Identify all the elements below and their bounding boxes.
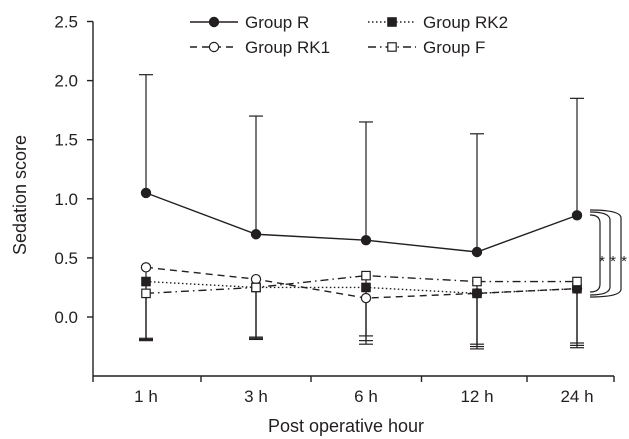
legend-label: Group R — [245, 13, 309, 32]
y-tick-label: 2.5 — [54, 13, 78, 32]
legend: Group R Group RK1 Group RK2 Group F — [190, 13, 508, 57]
series-line — [145, 274, 577, 295]
data-point — [361, 282, 371, 293]
y-ticks: 2.5 2.0 1.5 1.0 0.5 0.0 — [54, 13, 93, 327]
significance-bracket — [589, 214, 601, 293]
significance-brackets: * * * — [589, 209, 627, 298]
x-axis-title: Post operative hour — [268, 416, 424, 436]
data-point — [251, 282, 261, 293]
data-point — [571, 210, 583, 221]
significance-star: * — [610, 253, 616, 270]
legend-label: Group RK1 — [245, 38, 330, 57]
legend-label: Group F — [423, 38, 485, 57]
error-bars — [139, 74, 584, 350]
data-point — [387, 17, 397, 27]
series-lines — [145, 192, 578, 299]
data-point — [140, 187, 152, 199]
y-tick-label: 1.0 — [54, 190, 78, 209]
series-line — [145, 192, 578, 253]
data-point — [141, 288, 151, 299]
legend-label: Group RK2 — [423, 13, 508, 32]
data-point — [387, 42, 397, 52]
data-point — [472, 288, 482, 299]
x-ticks: 1 h 3 h 6 h 12 h 24 h — [92, 376, 615, 406]
data-point — [250, 229, 262, 240]
y-tick-label: 1.5 — [54, 131, 78, 150]
axes: 2.5 2.0 1.5 1.0 0.5 0.0 1 h 3 h 6 h 12 h 24 h — [54, 13, 615, 406]
x-tick-label: 12 h — [460, 387, 493, 406]
data-point — [250, 273, 262, 285]
x-tick-label: 6 h — [354, 387, 378, 406]
data-point — [472, 276, 482, 287]
data-point — [140, 262, 152, 273]
significance-star: * — [621, 253, 627, 270]
data-point — [572, 276, 582, 287]
x-tick-label: 24 h — [560, 387, 593, 406]
significance-star: * — [599, 253, 605, 270]
data-point — [208, 41, 220, 53]
data-point — [471, 246, 483, 258]
data-point — [361, 270, 371, 281]
y-tick-label: 2.0 — [54, 72, 78, 91]
significance-bracket — [589, 209, 622, 298]
x-tick-label: 1 h — [134, 387, 158, 406]
y-tick-label: 0.0 — [54, 308, 78, 327]
data-point — [208, 16, 220, 28]
data-point — [360, 234, 372, 246]
markers — [140, 187, 583, 304]
data-point — [141, 276, 151, 287]
x-tick-label: 3 h — [244, 387, 268, 406]
y-tick-label: 0.5 — [54, 249, 78, 268]
data-point — [360, 292, 372, 304]
significance-bracket — [589, 211, 611, 296]
y-axis-title: Sedation score — [10, 135, 30, 255]
